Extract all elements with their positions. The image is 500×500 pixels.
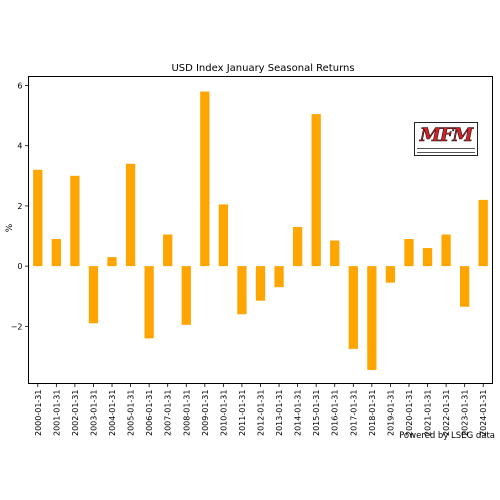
x-tick-label: 2022-01-31: [442, 390, 451, 437]
mfm-logo: MFM: [414, 122, 478, 156]
y-tick-label: 2: [17, 202, 22, 211]
y-tick-label: 4: [17, 142, 22, 151]
x-tick-label: 2001-01-31: [52, 390, 61, 437]
y-tick-label: 0: [17, 262, 22, 271]
chart-title: USD Index January Seasonal Returns: [171, 63, 354, 74]
x-tick-label: 2013-01-31: [275, 390, 284, 437]
x-tick-label: 2003-01-31: [89, 390, 98, 437]
x-tick-label: 2019-01-31: [386, 390, 395, 437]
bar-2014-01-31: [292, 226, 303, 267]
x-tick-label: 2010-01-31: [219, 390, 228, 437]
x-ticks-group: 2000-01-31 2001-01-31 2002-01-31 2003-01-31…: [34, 383, 488, 437]
bar-2006-01-31: [144, 266, 154, 339]
bars-group: [33, 91, 488, 370]
bar-2011-01-31: [237, 266, 247, 315]
bar-2013-01-31: [274, 266, 284, 288]
plot-frame: [28, 76, 493, 384]
y-axis-label: %: [5, 223, 15, 232]
bar-2004-01-31: [107, 257, 117, 267]
x-tick-label: 2020-01-31: [405, 390, 414, 437]
bar-2015-01-31: [311, 114, 321, 267]
bar-2005-01-31: [125, 163, 136, 267]
x-tick-label: 2017-01-31: [349, 390, 358, 437]
x-tick-label: 2018-01-31: [368, 390, 377, 437]
x-tick-label: 2005-01-31: [127, 390, 136, 437]
bar-2000-01-31: [33, 169, 43, 267]
bar-2016-01-31: [330, 240, 340, 267]
x-tick-label: 2021-01-31: [424, 390, 433, 437]
y-tick-label: −2: [11, 322, 23, 331]
bar-2018-01-31: [367, 266, 377, 370]
bar-2024-01-31: [478, 199, 488, 267]
bar-2020-01-31: [404, 239, 414, 267]
bar-2002-01-31: [70, 175, 80, 267]
bar-2009-01-31: [200, 91, 210, 267]
x-tick-label: 2002-01-31: [71, 390, 80, 437]
y-ticks-group: −2 0 2 4 6: [11, 82, 29, 331]
bar-2010-01-31: [218, 204, 229, 267]
bar-2023-01-31: [460, 266, 470, 307]
y-tick-label: 6: [17, 82, 22, 91]
x-tick-label: 2006-01-31: [145, 390, 154, 437]
x-tick-label: 2004-01-31: [108, 390, 117, 437]
x-tick-label: 2000-01-31: [34, 390, 43, 437]
x-tick-label: 2016-01-31: [331, 390, 340, 437]
x-tick-label: 2024-01-31: [479, 390, 488, 437]
footnote: Powered by LSEG data: [399, 431, 495, 441]
x-tick-label: 2007-01-31: [164, 390, 173, 437]
bar-2022-01-31: [441, 234, 451, 267]
bar-2017-01-31: [348, 266, 358, 349]
bar-2008-01-31: [181, 266, 191, 325]
x-tick-label: 2008-01-31: [182, 390, 191, 437]
x-tick-label: 2023-01-31: [461, 390, 470, 437]
bar-2007-01-31: [163, 234, 173, 267]
bar-2021-01-31: [422, 248, 433, 267]
x-tick-label: 2012-01-31: [257, 390, 266, 437]
bar-2012-01-31: [255, 266, 266, 301]
logo-text: MFM: [419, 124, 473, 147]
bar-2019-01-31: [385, 266, 396, 283]
x-tick-label: 2014-01-31: [294, 390, 303, 437]
x-tick-label: 2011-01-31: [238, 390, 247, 437]
x-tick-label: 2009-01-31: [201, 390, 210, 437]
bar-2003-01-31: [88, 266, 99, 324]
x-tick-label: 2015-01-31: [312, 390, 321, 437]
bar-2001-01-31: [51, 239, 61, 267]
logo-underline: [417, 148, 475, 153]
